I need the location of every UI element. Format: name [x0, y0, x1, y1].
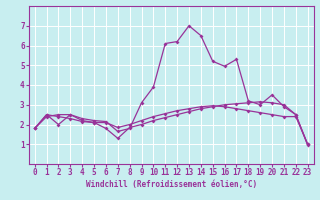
X-axis label: Windchill (Refroidissement éolien,°C): Windchill (Refroidissement éolien,°C) — [86, 180, 257, 189]
